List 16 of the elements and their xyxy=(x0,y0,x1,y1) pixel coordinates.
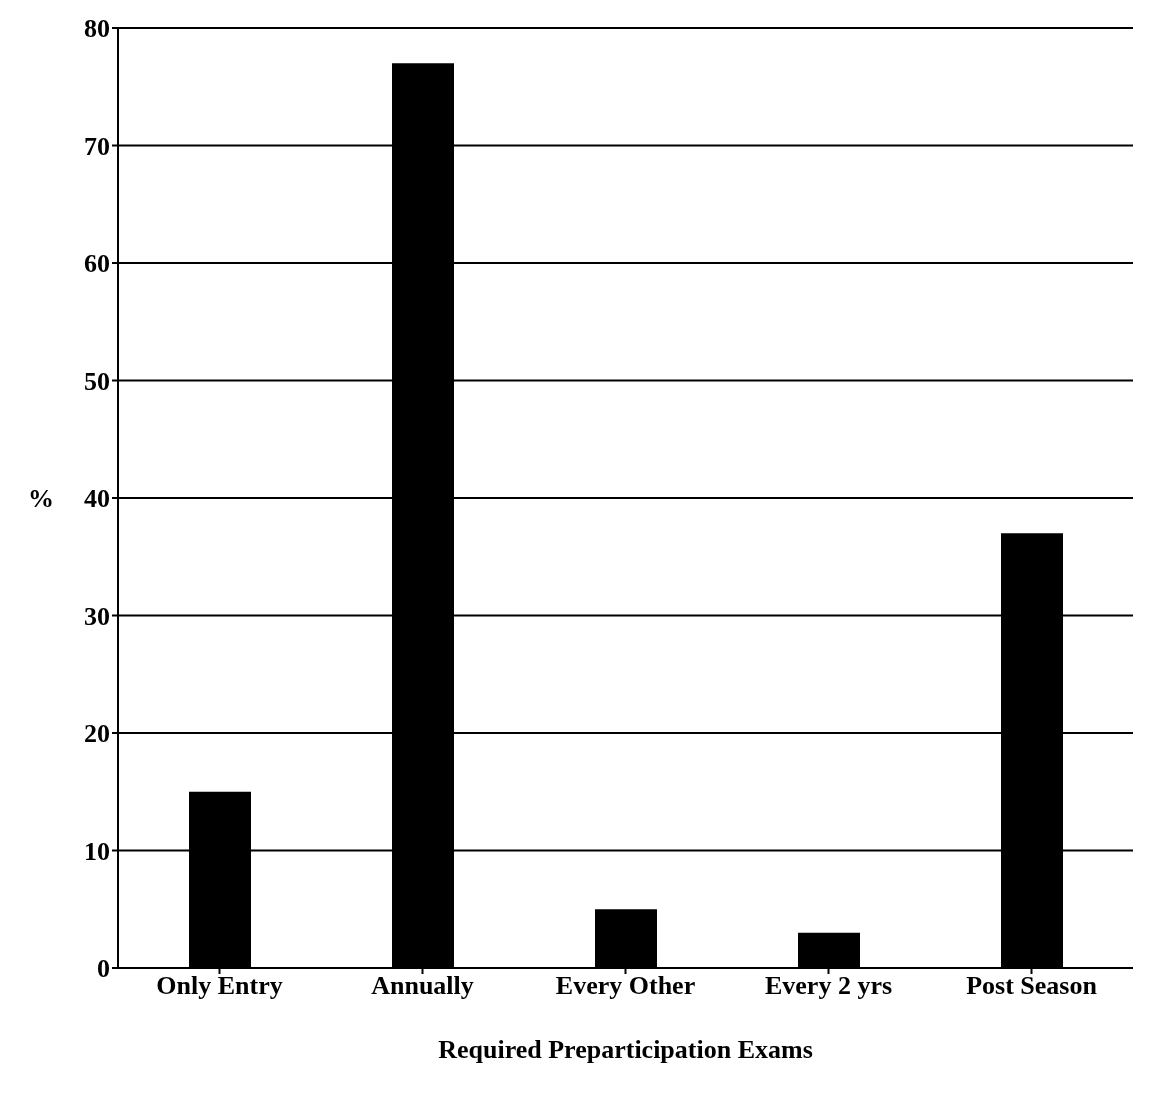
y-axis-title: % xyxy=(28,484,54,514)
y-tick-label: 60 xyxy=(84,249,110,279)
y-tick-label: 80 xyxy=(84,14,110,44)
x-axis-title: Required Preparticipation Exams xyxy=(438,1035,813,1064)
x-tick-label: Annually xyxy=(371,971,474,1001)
y-tick-label: 20 xyxy=(84,719,110,749)
y-tick-label: 40 xyxy=(84,484,110,514)
y-tick-label: 30 xyxy=(84,601,110,631)
y-tick-label: 70 xyxy=(84,131,110,161)
y-tick-label: 0 xyxy=(97,954,110,984)
y-tick-label: 10 xyxy=(84,836,110,866)
x-tick-label: Post Season xyxy=(966,971,1098,1001)
x-tick-label: Every Other xyxy=(555,971,696,1001)
x-tick-label: Every 2 yrs xyxy=(764,971,893,1001)
y-tick-label: 50 xyxy=(84,366,110,396)
x-tick-label: Only Entry xyxy=(156,971,283,1001)
